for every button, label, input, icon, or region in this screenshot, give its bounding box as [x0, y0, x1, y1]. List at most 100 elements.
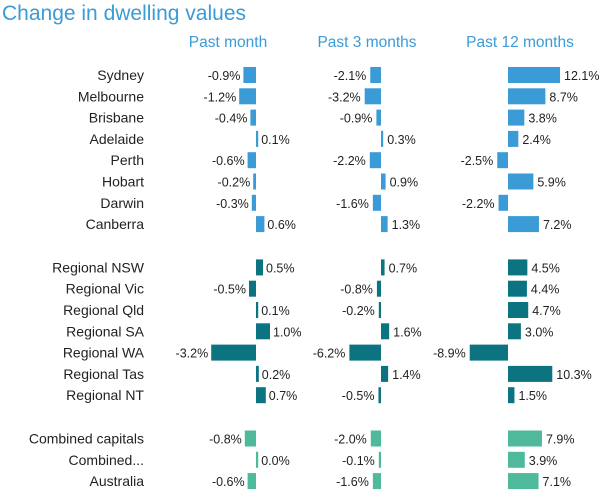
bar [381, 365, 389, 382]
bar [251, 194, 256, 211]
bar [211, 344, 256, 361]
bar [508, 109, 525, 126]
bar [508, 323, 521, 340]
data-label: 3.8% [528, 112, 557, 126]
data-label: -0.8% [340, 283, 373, 297]
bar [508, 130, 519, 147]
data-label: 7.1% [543, 475, 572, 489]
category-label: Combined... [69, 452, 144, 468]
data-label: -0.6% [212, 154, 245, 168]
bar [249, 280, 256, 297]
bar [381, 259, 385, 276]
bar [508, 259, 528, 276]
bar [376, 280, 381, 297]
bar [239, 88, 256, 105]
data-label: 5.9% [537, 176, 566, 190]
data-label: 1.5% [518, 389, 547, 403]
panel-header-past-month: Past month [188, 34, 268, 51]
bar [256, 365, 259, 382]
bar [508, 302, 529, 318]
data-label: -2.2% [333, 154, 366, 168]
data-label: 1.0% [273, 325, 302, 339]
category-label: Darwin [100, 195, 144, 211]
data-label: 1.4% [392, 368, 421, 382]
bar [498, 194, 508, 211]
bar [508, 173, 534, 190]
data-label: -0.3% [216, 197, 249, 211]
data-label: -2.1% [334, 69, 367, 83]
data-label: 4.7% [532, 304, 561, 318]
bar [508, 451, 525, 468]
data-label: 1.6% [393, 325, 422, 339]
data-label: 2.4% [522, 133, 551, 147]
bar [508, 387, 515, 404]
data-label: 0.5% [266, 261, 295, 275]
bar [256, 323, 270, 340]
category-label: Canberra [86, 216, 145, 232]
bar [364, 88, 381, 105]
category-label: Brisbane [89, 110, 144, 126]
data-label: 4.4% [531, 283, 560, 297]
data-label: 3.9% [529, 454, 558, 468]
data-label: 0.2% [262, 368, 291, 382]
data-label: 0.7% [269, 389, 298, 403]
data-label: 0.0% [261, 454, 290, 468]
data-label: -1.6% [336, 197, 369, 211]
data-label: 1.3% [392, 218, 421, 232]
data-label: 7.2% [543, 218, 572, 232]
category-label: Regional NT [66, 387, 144, 403]
data-label: -0.2% [218, 176, 251, 190]
data-label: -3.2% [328, 90, 361, 104]
category-label: Hobart [102, 174, 144, 190]
bar [256, 451, 259, 468]
category-label: Perth [111, 152, 144, 168]
bar [349, 344, 381, 361]
data-label: 4.5% [531, 261, 560, 275]
category-label: Regional WA [63, 345, 145, 361]
data-label: 7.9% [546, 433, 575, 447]
bar [378, 302, 381, 318]
data-label: 0.7% [389, 261, 418, 275]
category-label: Regional Vic [66, 281, 144, 297]
data-label: -3.2% [176, 347, 209, 361]
data-label: -0.5% [213, 283, 246, 297]
category-label: Regional Tas [63, 366, 144, 382]
category-label: Regional NSW [52, 259, 145, 275]
bar [497, 152, 508, 169]
bar [247, 473, 256, 490]
data-label: 0.9% [390, 176, 419, 190]
data-label: -0.9% [208, 69, 241, 83]
category-label: Sydney [97, 67, 144, 83]
bar [256, 387, 266, 404]
category-label: Adelaide [90, 131, 145, 147]
bar [508, 88, 546, 105]
bar [250, 109, 256, 126]
bar [253, 173, 256, 190]
bar [244, 430, 256, 447]
category-label: Regional Qld [63, 302, 144, 318]
chart-title: Change in dwelling values [2, 2, 246, 25]
data-label: -2.0% [334, 433, 367, 447]
bar [369, 152, 381, 169]
bar [256, 216, 265, 233]
panel-header-past-12-months: Past 12 months [466, 34, 574, 51]
data-label: -0.6% [212, 475, 245, 489]
bar [508, 365, 553, 382]
data-label: -1.2% [204, 90, 237, 104]
bar [508, 280, 527, 297]
bar [372, 473, 381, 490]
data-label: -0.2% [342, 304, 375, 318]
bar [243, 67, 256, 83]
data-label: -2.5% [461, 154, 494, 168]
category-label: Combined capitals [29, 431, 144, 447]
data-label: 0.1% [261, 304, 290, 318]
bar [376, 109, 381, 126]
data-label: 8.7% [549, 90, 578, 104]
data-label: -0.8% [209, 433, 242, 447]
data-label: -6.2% [313, 347, 346, 361]
bar [247, 152, 256, 169]
category-label: Melbourne [78, 88, 144, 104]
bar [256, 302, 259, 318]
bar [256, 259, 263, 276]
